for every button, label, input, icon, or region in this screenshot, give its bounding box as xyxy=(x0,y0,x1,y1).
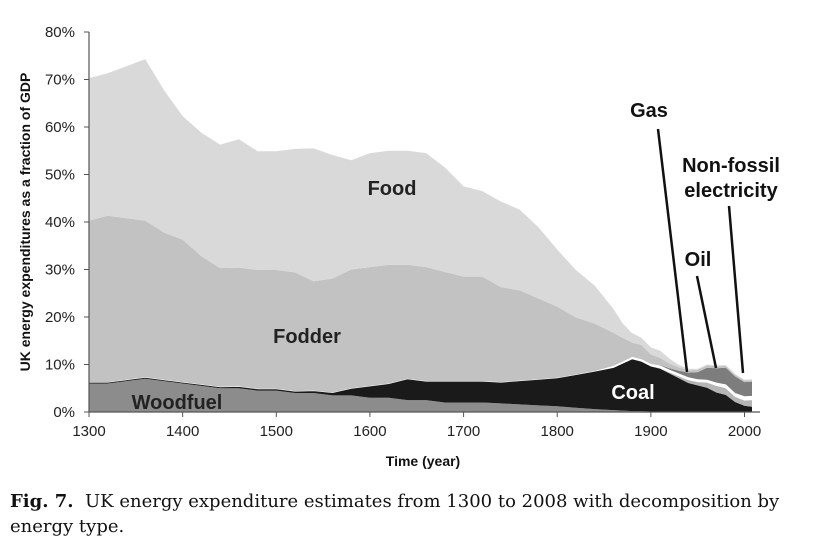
figure-caption: Fig. 7. UK energy expenditure estimates … xyxy=(10,489,810,539)
x-tick-label: 1800 xyxy=(541,423,574,440)
x-ticks: 1300 1400 1500 1600 1700 1800 1900 2000 xyxy=(72,412,761,440)
x-tick-label: 1600 xyxy=(353,423,386,440)
annotation-leader-lines xyxy=(656,128,745,374)
food-area xyxy=(89,59,752,381)
woodfuel-label: Woodfuel xyxy=(132,392,223,414)
y-tick-label: 70% xyxy=(45,72,75,89)
gas-leader-line xyxy=(656,128,689,373)
gas-area xyxy=(89,356,753,401)
food-label: Food xyxy=(368,178,417,200)
stacked-areas xyxy=(89,59,753,412)
electricity-leader-line xyxy=(727,205,745,374)
gas-label: Gas xyxy=(630,100,668,122)
y-tick-label: 10% xyxy=(45,357,75,374)
y-tick-label: 20% xyxy=(45,309,75,326)
x-tick-label: 1400 xyxy=(166,423,199,440)
oil-leader-line xyxy=(695,275,718,369)
x-tick-label: 1300 xyxy=(72,423,105,440)
y-axis-title: UK energy expenditures as a fraction of … xyxy=(17,73,33,372)
fodder-label: Fodder xyxy=(273,326,341,348)
x-tick-label: 1700 xyxy=(447,423,480,440)
caption-text: UK energy expenditure estimates from 130… xyxy=(10,491,780,537)
y-ticks: 0% 10% 20% 30% 40% 50% 60% 70% 80% xyxy=(45,24,89,421)
chart-figure: 1300 1400 1500 1600 1700 1800 1900 2000 0% 10% 20… xyxy=(17,24,780,469)
caption-label: Fig. 7. xyxy=(10,491,74,512)
non-fossil-label: Non-fossil xyxy=(682,155,780,177)
x-tick-label: 1500 xyxy=(260,423,293,440)
fodder-area xyxy=(89,215,752,393)
y-tick-label: 80% xyxy=(45,24,75,41)
area-labels: Food Fodder Woodfuel Coal Gas Oil Non-fo… xyxy=(132,100,780,414)
oil-label: Oil xyxy=(685,249,712,271)
y-tick-label: 30% xyxy=(45,262,75,279)
y-tick-label: 0% xyxy=(53,404,75,421)
axes: 1300 1400 1500 1600 1700 1800 1900 2000 0% 10% 20… xyxy=(45,24,761,440)
x-tick-label: 1900 xyxy=(634,423,667,440)
x-axis-title: Time (year) xyxy=(386,453,460,469)
coal-area xyxy=(89,358,752,412)
y-tick-label: 50% xyxy=(45,167,75,184)
coal-label: Coal xyxy=(611,382,654,404)
electricity-label: electricity xyxy=(684,180,778,202)
y-tick-label: 40% xyxy=(45,214,75,231)
woodfuel-area xyxy=(89,378,752,412)
y-tick-label: 60% xyxy=(45,119,75,136)
x-tick-label: 2000 xyxy=(728,423,761,440)
